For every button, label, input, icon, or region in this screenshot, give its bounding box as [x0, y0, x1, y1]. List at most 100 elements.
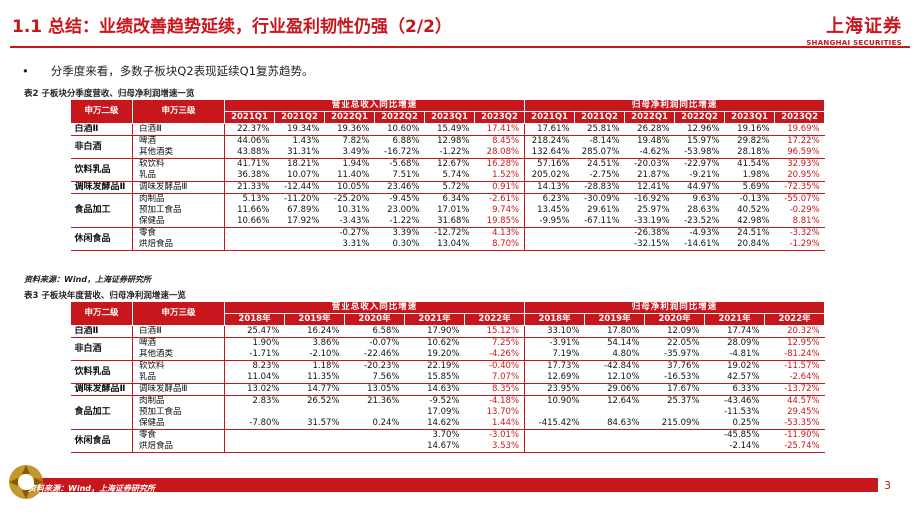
table-row: 饮料乳品 软饮料 8.23% 1.18% -20.23% 22.19% -0.40% 17.7… — [70, 360, 825, 384]
period-header: 2018年 — [224, 313, 285, 326]
revenue-growth-cell: 14.67% — [404, 441, 465, 453]
profit-growth-cell: -43.46% — [724, 396, 760, 406]
profit-growth-cell: -4.62% — [624, 147, 675, 159]
revenue-growth-cell: 67.89% — [287, 205, 320, 215]
revenue-growth-cell: 0.24% — [344, 418, 405, 430]
period-header: 2022Q1 — [324, 111, 375, 124]
profit-growth-cell: 22.05% — [667, 338, 700, 348]
header-l3: 申万三级 — [132, 301, 225, 326]
sw-level2-cell: 白酒Ⅱ — [70, 325, 133, 338]
profit-growth-cell — [584, 441, 645, 453]
profit-growth-cell: 215.09% — [644, 418, 705, 430]
profit-growth-cell: 32.93% — [787, 159, 820, 169]
revenue-growth-cell: 3.31% — [324, 239, 375, 251]
table-row: 休闲食品 零食 -0.27% 3.39% -12.72% 4.13% -26.38% -4.9… — [70, 227, 825, 251]
table-row: 烘焙食品 3.31% 0.30% 13.04% 8.70% -32.15% -14.61% 2… — [71, 239, 825, 251]
sw-level3-cell: 保健品 — [132, 216, 225, 228]
table-row: 烘焙食品 14.67% 3.53% -2.14% -25.74% — [71, 441, 825, 453]
header-l2: 申万二级 — [70, 99, 133, 124]
table2-source: 资料来源：Wind，上海证券研究所 — [28, 484, 155, 493]
period-header: 2022Q2 — [674, 111, 726, 124]
revenue-growth-cell: 41.71% — [224, 158, 275, 170]
revenue-growth-cell: -7.80% — [224, 418, 285, 430]
revenue-growth-cell: 7.51% — [374, 170, 425, 182]
header-l3: 申万三级 — [132, 99, 225, 124]
table1-source: 资料来源：Wind，上海证券研究所 — [24, 275, 151, 284]
table-row: 预加工食品 11.66% 67.89% 10.31% 23.00% 17.01% 9.74%… — [71, 205, 825, 216]
profit-growth-cell: -8.14% — [589, 136, 620, 146]
header-l2: 申万二级 — [70, 301, 133, 326]
revenue-growth-cell: 4.13% — [492, 228, 520, 238]
profit-growth-cell: -13.72% — [764, 383, 825, 396]
revenue-growth-cell: 5.74% — [424, 170, 475, 182]
revenue-growth-cell: 0.30% — [374, 239, 425, 251]
revenue-growth-cell: 8.45% — [492, 136, 520, 146]
period-header: 2022Q1 — [624, 111, 676, 124]
profit-growth-cell: -2.14% — [704, 441, 765, 453]
revenue-growth-cell: -4.26% — [464, 349, 525, 361]
revenue-growth-cell: 10.31% — [337, 205, 370, 215]
revenue-growth-cell: 26.52% — [307, 396, 340, 406]
revenue-growth-cell: 44.06% — [224, 135, 275, 147]
period-header: 2023Q2 — [473, 111, 526, 124]
revenue-growth-cell: 8.35% — [464, 383, 525, 396]
revenue-growth-cell — [345, 430, 405, 442]
table-row: 其他酒类 43.88% 31.31% 3.49% -16.72% -1.22% 28.08%… — [71, 147, 825, 159]
logo-text-en: SHANGHAI SECURITIES — [806, 39, 902, 47]
revenue-growth-cell: 1.18% — [312, 361, 340, 371]
profit-growth-cell: -22.97% — [684, 159, 720, 169]
revenue-growth-cell: 14.63% — [404, 383, 465, 396]
revenue-growth-cell: 6.88% — [392, 136, 420, 146]
revenue-growth-cell: 5.72% — [424, 181, 475, 194]
table-row: 非白酒 啤酒 1.90% 3.86% -0.07% 10.62% 7.25% -3.91% 54… — [70, 337, 825, 361]
revenue-growth-cell: 9.74% — [492, 205, 520, 215]
profit-growth-cell — [575, 228, 625, 240]
revenue-growth-cell: -9.45% — [389, 194, 420, 204]
profit-growth-cell: 12.41% — [624, 181, 675, 194]
table-row: 饮料乳品 软饮料 41.71% 18.21% 1.94% -5.68% 12.67% 16.2… — [70, 158, 825, 182]
profit-growth-cell: 57.16% — [524, 158, 575, 170]
revenue-growth-cell: 22.19% — [427, 361, 460, 371]
profit-growth-cell: 40.52% — [737, 205, 770, 215]
period-header: 2021Q1 — [224, 111, 275, 124]
sw-level3-cell: 肉制品 — [139, 194, 165, 204]
profit-growth-cell: 12.95% — [787, 338, 820, 348]
profit-growth-cell: 25.37% — [667, 396, 700, 406]
table-row: 保健品 10.66% 17.92% -3.43% -1.22% 31.68% 19.85% -… — [71, 216, 825, 228]
annual-growth-table: 申万二级 申万三级 营业总收入同比增速 归母净利润同比增速 2018年 2019年… — [70, 301, 826, 453]
profit-growth-cell: 21.87% — [624, 170, 675, 182]
revenue-growth-cell: 13.02% — [224, 383, 285, 396]
profit-growth-cell: -1.29% — [774, 239, 825, 251]
sw-level2-cell: 调味发酵品Ⅱ — [70, 181, 133, 194]
revenue-growth-cell: 10.62% — [427, 338, 460, 348]
profit-growth-cell: 132.64% — [524, 147, 575, 159]
revenue-growth-cell: -9.52% — [429, 396, 460, 406]
revenue-growth-cell: 25.47% — [224, 325, 285, 338]
revenue-growth-cell: 21.33% — [224, 181, 275, 194]
revenue-growth-cell: 10.05% — [324, 181, 375, 194]
table-row: 其他酒类 -1.71% -2.10% -22.46% 19.20% -4.26% 7.19%… — [71, 349, 825, 361]
revenue-growth-cell: -22.46% — [344, 349, 405, 361]
header-profit-group: 归母净利润同比增速 — [524, 301, 826, 314]
revenue-growth-cell: 6.58% — [344, 325, 405, 338]
revenue-growth-cell: 1.43% — [292, 136, 320, 146]
logo-text-cn: 上海证券 — [826, 16, 902, 37]
revenue-growth-cell: 15.49% — [424, 123, 475, 136]
sw-level3-cell: 啤酒 — [139, 136, 157, 146]
sw-level3-cell: 调味发酵品Ⅲ — [132, 181, 225, 194]
profit-growth-cell: -45.85% — [724, 430, 760, 440]
profit-growth-cell: 25.97% — [637, 205, 670, 215]
revenue-growth-cell — [224, 429, 285, 441]
profit-growth-cell: 17.73% — [524, 360, 585, 372]
sw-level3-cell: 肉制品 — [139, 396, 165, 406]
table-row: 调味发酵品Ⅱ 调味发酵品Ⅲ 13.02% 14.77% 13.05% 14.63% 8.35… — [70, 383, 825, 396]
revenue-growth-cell: 7.56% — [344, 372, 405, 384]
sw-level3-cell: 啤酒 — [139, 338, 157, 348]
profit-growth-cell: 10.90% — [524, 395, 585, 407]
profit-growth-cell: 29.06% — [584, 383, 645, 396]
sw-level2-cell: 休闲食品 — [70, 227, 133, 251]
profit-growth-cell: 20.84% — [724, 239, 775, 251]
revenue-growth-cell: -1.22% — [374, 216, 425, 228]
revenue-growth-cell: 14.77% — [284, 383, 345, 396]
revenue-growth-cell: 31.68% — [424, 216, 475, 228]
